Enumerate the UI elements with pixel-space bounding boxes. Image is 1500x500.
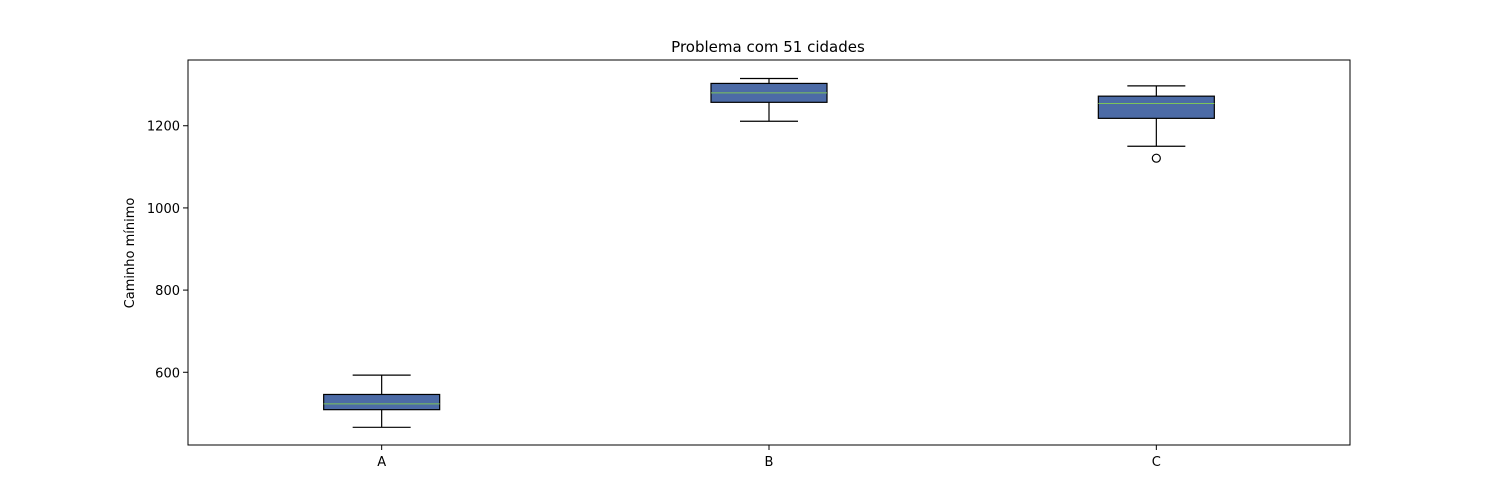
plot-area: 600 800 1000 1200 A B C <box>147 59 1351 470</box>
y-tick-label: 1000 <box>147 202 180 217</box>
box-iqr <box>323 393 441 411</box>
box-B <box>710 77 828 122</box>
y-axis-label: Caminho mínimo <box>123 198 138 309</box>
chart-title: Problema com 51 cidades <box>671 38 865 56</box>
plot-frame <box>187 59 1351 446</box>
x-tick-label: B <box>765 455 774 470</box>
box-iqr <box>1097 95 1215 119</box>
box-C <box>1097 85 1215 163</box>
x-tick-label: C <box>1152 455 1161 470</box>
y-tick-label: 1200 <box>147 120 180 135</box>
box-A <box>323 374 441 428</box>
outlier-point <box>1151 153 1161 163</box>
y-tick-label: 800 <box>155 284 180 299</box>
y-tick-label: 600 <box>155 366 180 381</box>
x-tick-label: A <box>377 455 386 470</box>
